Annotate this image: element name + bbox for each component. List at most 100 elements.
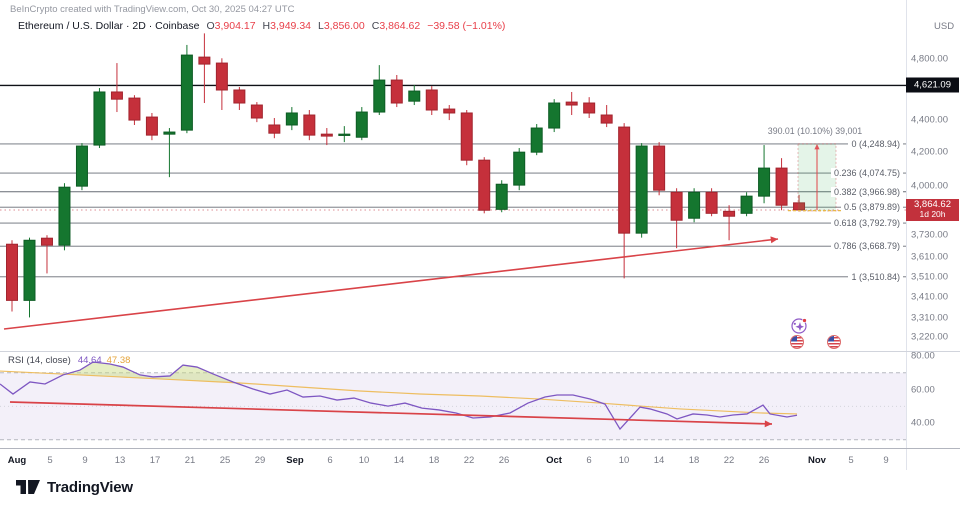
candle-body bbox=[355, 111, 368, 138]
close-label: C bbox=[371, 20, 380, 32]
rsi-trend-line bbox=[9, 401, 773, 425]
candle-body bbox=[93, 91, 106, 146]
flag-stripe bbox=[828, 343, 840, 345]
candle-body bbox=[443, 108, 456, 114]
candle-body bbox=[670, 191, 683, 221]
candle-body bbox=[478, 159, 491, 211]
candle-body bbox=[268, 124, 281, 134]
rsi-legend[interactable]: RSI (14, close) 44.64 47.38 bbox=[8, 355, 130, 366]
bar-countdown: 1d 20h bbox=[919, 209, 946, 220]
open-label: O bbox=[206, 20, 215, 32]
candle-body bbox=[565, 101, 578, 106]
candle-body bbox=[250, 104, 263, 119]
sparkle-dot bbox=[793, 322, 796, 325]
candle-body bbox=[215, 62, 228, 91]
rsi-overbought-fill bbox=[63, 362, 233, 383]
us-flag-sticker[interactable] bbox=[827, 335, 841, 349]
flag-stripe bbox=[791, 343, 803, 345]
symbol-info-row[interactable]: Ethereum / U.S. Dollar · 2D · Coinbase O3… bbox=[18, 20, 505, 32]
candle-body bbox=[233, 89, 246, 104]
price-range-box[interactable] bbox=[797, 143, 837, 212]
candle-body bbox=[513, 151, 526, 186]
price-range-annotation: 390.01 (10.10%) 39,001 bbox=[767, 126, 863, 136]
high-value: 3,949.34 bbox=[270, 20, 311, 32]
candle-body bbox=[320, 133, 333, 137]
candle-body bbox=[303, 114, 316, 136]
rsi-ma-line bbox=[0, 370, 798, 415]
candle-body bbox=[338, 133, 351, 136]
high-label: H bbox=[262, 20, 271, 32]
sparkle-star bbox=[795, 322, 804, 331]
candle-body bbox=[705, 191, 718, 214]
horizontal-line-price-label: 4,621.09 bbox=[906, 77, 959, 93]
rsi-legend-title: RSI (14, close) bbox=[8, 355, 71, 366]
candle-body bbox=[583, 102, 596, 114]
trend-line bbox=[3, 238, 779, 330]
tradingview-logo-text: TradingView bbox=[47, 478, 133, 496]
arrow-head bbox=[814, 143, 820, 150]
low-value: 3,856.00 bbox=[323, 20, 365, 32]
candle-body bbox=[75, 145, 88, 187]
candle-body bbox=[390, 79, 403, 104]
candlestick-series bbox=[6, 33, 806, 318]
candle-body bbox=[198, 56, 211, 65]
flag-canton bbox=[791, 336, 797, 342]
current-price-label: 3,864.62 1d 20h bbox=[906, 198, 959, 221]
candle-body bbox=[425, 89, 438, 111]
candle-body bbox=[6, 243, 18, 301]
candle-body bbox=[775, 167, 788, 206]
candle-body bbox=[758, 167, 771, 197]
candle-body bbox=[110, 91, 123, 100]
candle-body bbox=[618, 126, 631, 234]
tradingview-logo-icon bbox=[16, 480, 40, 494]
candle-body bbox=[635, 145, 648, 234]
candle-body bbox=[530, 127, 543, 153]
us-flag-sticker[interactable] bbox=[790, 335, 804, 349]
candle-body bbox=[373, 79, 386, 113]
candle-body bbox=[688, 191, 701, 219]
change-value: −39.58 (−1.01%) bbox=[427, 20, 506, 32]
time-scale[interactable] bbox=[0, 448, 960, 470]
price-scale[interactable] bbox=[906, 0, 960, 470]
currency-label: USD bbox=[934, 21, 955, 32]
candle-body bbox=[163, 131, 176, 135]
candle-body bbox=[723, 210, 736, 217]
flag-stripe bbox=[828, 346, 840, 348]
current-price-value: 3,864.62 bbox=[914, 198, 951, 210]
open-value: 3,904.17 bbox=[214, 20, 256, 32]
flag-canton bbox=[828, 336, 834, 342]
chart-canvas[interactable] bbox=[0, 0, 960, 470]
candle-body bbox=[600, 114, 613, 124]
rsi-trend-arrow[interactable] bbox=[9, 401, 773, 428]
candle-body bbox=[793, 202, 806, 211]
sparkle-sticker[interactable] bbox=[791, 318, 807, 334]
candle-body bbox=[285, 112, 298, 126]
candle-body bbox=[180, 54, 193, 131]
flag-stripe bbox=[791, 346, 803, 348]
rsi-value: 44.64 bbox=[77, 355, 102, 366]
candle-body bbox=[23, 239, 36, 301]
arrow-head bbox=[770, 236, 778, 244]
candle-body bbox=[145, 116, 158, 136]
close-value: 3,864.62 bbox=[379, 20, 421, 32]
candle-body bbox=[128, 97, 141, 121]
arrow-head bbox=[764, 420, 772, 428]
rsi-ma-value: 47.38 bbox=[106, 355, 131, 366]
candle-body bbox=[653, 145, 666, 191]
fib-retracement[interactable] bbox=[0, 143, 906, 278]
candle-body bbox=[460, 112, 473, 161]
trend-arrow[interactable] bbox=[3, 236, 779, 330]
candle-body bbox=[740, 195, 753, 214]
candle-body bbox=[58, 186, 71, 246]
candle-body bbox=[495, 183, 508, 210]
candle-body bbox=[408, 90, 421, 102]
candle-body bbox=[548, 102, 561, 129]
tradingview-logo[interactable]: TradingView bbox=[15, 477, 133, 497]
symbol-title: Ethereum / U.S. Dollar · 2D · Coinbase bbox=[18, 20, 200, 32]
attribution-text: BeInCrypto created with TradingView.com,… bbox=[10, 4, 295, 15]
candle-body bbox=[40, 237, 53, 246]
rsi-line bbox=[0, 361, 798, 431]
low-label: L bbox=[318, 20, 324, 32]
notification-dot bbox=[802, 318, 807, 323]
